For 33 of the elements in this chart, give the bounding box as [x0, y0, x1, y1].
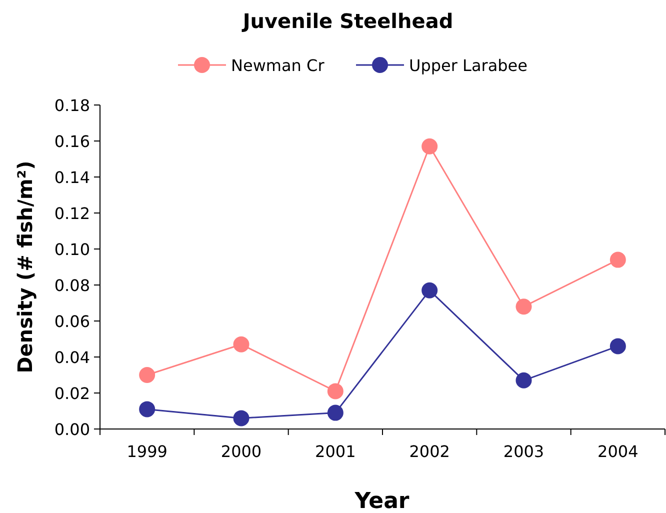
point — [327, 404, 344, 421]
point — [610, 338, 626, 354]
point — [233, 410, 250, 426]
point — [139, 401, 156, 418]
x-tick-label: 2000 — [220, 442, 262, 461]
point — [422, 282, 438, 298]
x-tick-label: 2004 — [598, 442, 638, 461]
x-tick-label: 2003 — [503, 442, 544, 461]
x-tick-label: 2002 — [409, 442, 450, 461]
chart-title: Juvenile Steelhead — [240, 9, 454, 33]
y-tick-label: 0.06 — [54, 312, 90, 331]
x-tick-label: 2001 — [315, 442, 356, 461]
point — [233, 336, 250, 352]
y-tick-label: 0.16 — [54, 132, 90, 151]
point — [327, 383, 344, 400]
y-tick-label: 0.18 — [54, 96, 90, 115]
y-tick-label: 0.10 — [54, 240, 90, 259]
point — [516, 298, 532, 315]
y-axis-title: Density (# fish/m²) — [13, 160, 37, 374]
point — [139, 367, 156, 383]
legend-label: Upper Larabee — [409, 56, 528, 75]
y-tick-label: 0.00 — [54, 420, 90, 439]
y-tick-label: 0.04 — [54, 348, 90, 367]
y-tick-label: 0.12 — [54, 204, 90, 223]
y-tick-label: 0.02 — [54, 384, 90, 403]
point — [422, 138, 438, 154]
point — [610, 252, 626, 268]
y-tick-label: 0.14 — [54, 168, 90, 187]
x-tick-label: 1999 — [126, 442, 168, 461]
legend-label: Newman Cr — [231, 56, 325, 75]
point — [516, 372, 532, 388]
y-tick-label: 0.08 — [54, 276, 90, 295]
x-axis-title: Year — [354, 489, 410, 513]
